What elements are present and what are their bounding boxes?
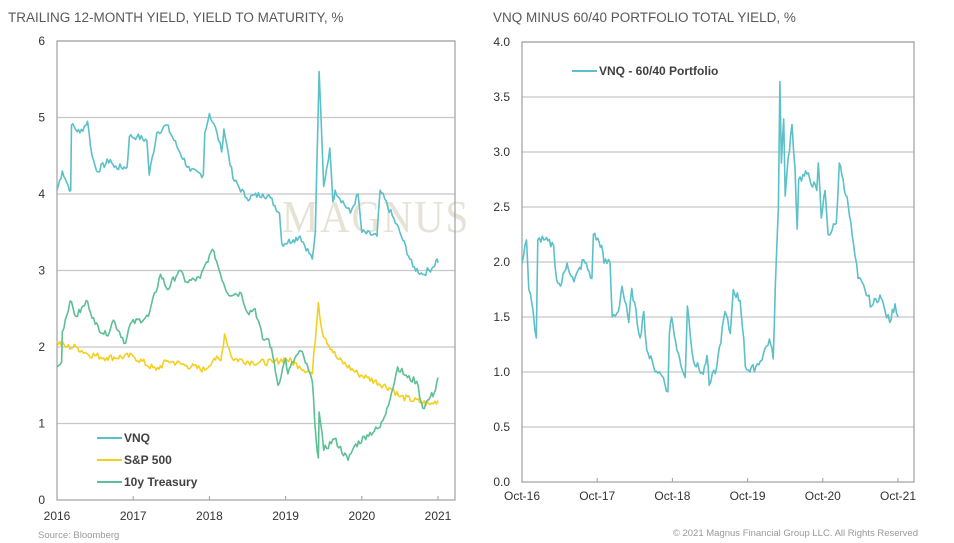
x-tick-label: 2021 bbox=[425, 509, 452, 523]
y-tick-label: 3 bbox=[38, 264, 45, 278]
legend-label: S&P 500 bbox=[124, 453, 172, 467]
right-chart: 0.0 0.5 1.0 1.5 2.0 2.5 3.0 3.5 4.0 Oct-16 Oct-17 O… bbox=[493, 35, 916, 503]
x-tick-label: 2017 bbox=[120, 509, 147, 523]
y-tick-label: 4.0 bbox=[493, 35, 510, 49]
series-line-vnq-60-40-portfolio bbox=[521, 80, 899, 393]
series-line-10y-treasury bbox=[56, 248, 439, 462]
y-tick-label: 1.5 bbox=[493, 310, 510, 324]
y-tick-label: 2.0 bbox=[493, 255, 510, 269]
x-tick-label: Oct-18 bbox=[654, 489, 690, 503]
y-tick-label: 3.5 bbox=[493, 90, 510, 104]
left-chart: 0 1 2 3 4 5 6 2016 2017 2018 2019 2020 2021 VNQ S&P 50… bbox=[38, 34, 456, 523]
x-tick-label: 2019 bbox=[272, 509, 299, 523]
source-note: Source: Bloomberg bbox=[38, 530, 119, 541]
y-tick-label: 1 bbox=[38, 417, 45, 431]
y-tick-label: 3.0 bbox=[493, 145, 510, 159]
y-tick-label: 5 bbox=[38, 111, 45, 125]
y-tick-label: 0.5 bbox=[493, 420, 510, 434]
y-tick-label: 6 bbox=[38, 34, 45, 48]
copyright-note: © 2021 Magnus Financial Group LLC. All R… bbox=[673, 528, 918, 539]
legend-label: VNQ - 60/40 Portfolio bbox=[599, 64, 718, 78]
y-tick-label: 0 bbox=[38, 493, 45, 507]
x-tick-label: Oct-21 bbox=[880, 489, 916, 503]
x-tick-label: Oct-20 bbox=[805, 489, 841, 503]
series-line-vnq bbox=[56, 70, 439, 277]
x-tick-label: Oct-17 bbox=[579, 489, 615, 503]
y-tick-label: 1.0 bbox=[493, 365, 510, 379]
x-tick-label: Oct-19 bbox=[730, 489, 766, 503]
x-tick-label: 2020 bbox=[348, 509, 375, 523]
y-tick-label: 2 bbox=[38, 340, 45, 354]
legend-label: 10y Treasury bbox=[124, 475, 198, 489]
x-tick-label: 2018 bbox=[196, 509, 223, 523]
y-tick-label: 4 bbox=[38, 187, 45, 201]
legend-label: VNQ bbox=[124, 431, 150, 445]
right-chart-title: VNQ MINUS 60/40 PORTFOLIO TOTAL YIELD, % bbox=[493, 10, 796, 25]
y-tick-label: 0.0 bbox=[493, 475, 510, 489]
y-tick-label: 2.5 bbox=[493, 200, 510, 214]
series-line-s-p-500 bbox=[56, 301, 439, 407]
x-tick-label: 2016 bbox=[44, 509, 71, 523]
x-tick-label: Oct-16 bbox=[504, 489, 540, 503]
left-chart-title: TRAILING 12-MONTH YIELD, YIELD TO MATURI… bbox=[8, 10, 343, 25]
plot-frame bbox=[56, 40, 456, 501]
